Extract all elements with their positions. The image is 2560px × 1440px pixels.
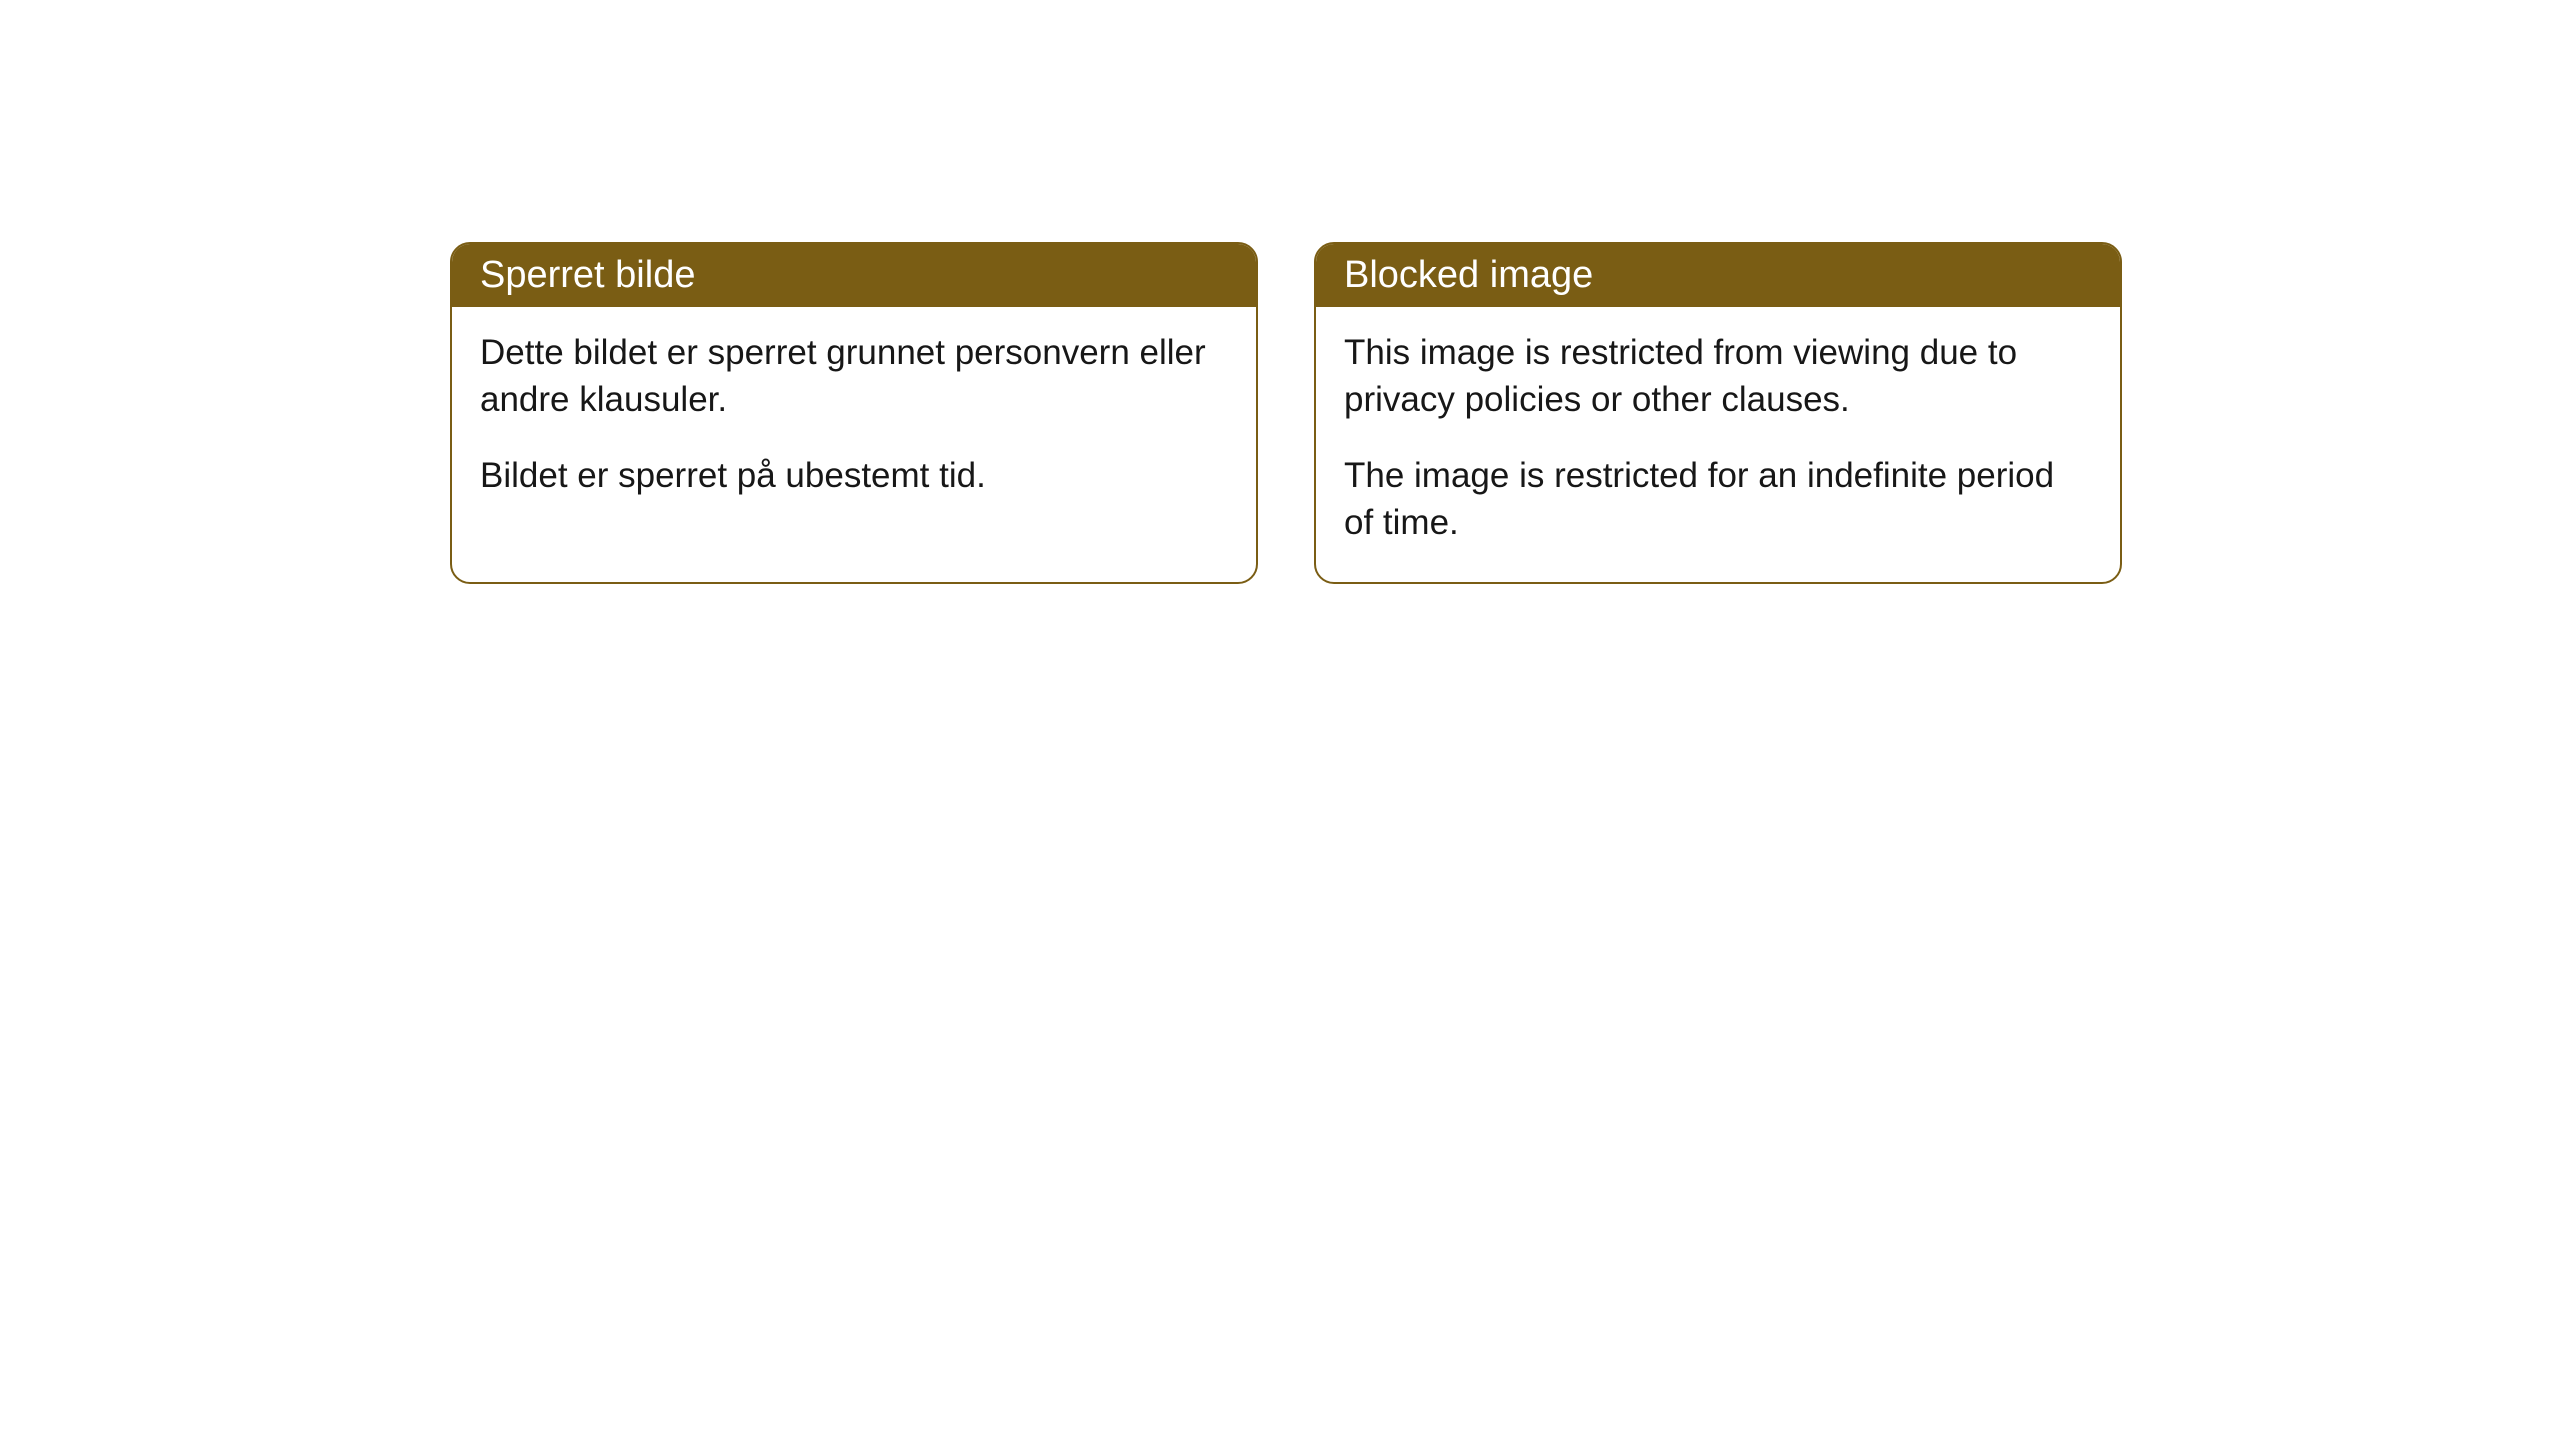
card-header-norwegian: Sperret bilde bbox=[452, 244, 1256, 307]
card-title-english: Blocked image bbox=[1344, 254, 1593, 296]
card-title-norwegian: Sperret bilde bbox=[480, 254, 695, 296]
card-paragraph-2-english: The image is restricted for an indefinit… bbox=[1344, 452, 2092, 547]
blocked-image-card-norwegian: Sperret bilde Dette bildet er sperret gr… bbox=[450, 242, 1258, 584]
card-body-norwegian: Dette bildet er sperret grunnet personve… bbox=[452, 307, 1256, 535]
notice-cards-container: Sperret bilde Dette bildet er sperret gr… bbox=[450, 242, 2122, 584]
blocked-image-card-english: Blocked image This image is restricted f… bbox=[1314, 242, 2122, 584]
card-paragraph-1-norwegian: Dette bildet er sperret grunnet personve… bbox=[480, 329, 1228, 424]
card-header-english: Blocked image bbox=[1316, 244, 2120, 307]
card-paragraph-2-norwegian: Bildet er sperret på ubestemt tid. bbox=[480, 452, 1228, 499]
card-body-english: This image is restricted from viewing du… bbox=[1316, 307, 2120, 582]
card-paragraph-1-english: This image is restricted from viewing du… bbox=[1344, 329, 2092, 424]
